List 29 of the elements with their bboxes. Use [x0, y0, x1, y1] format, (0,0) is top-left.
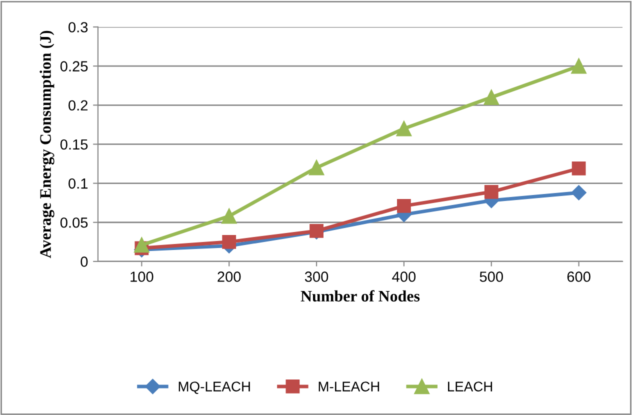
legend-label: MQ-LEACH	[178, 382, 250, 394]
point	[308, 160, 324, 176]
point	[572, 161, 586, 176]
point	[221, 208, 237, 224]
x-tick-label: 600	[567, 272, 590, 282]
point	[484, 90, 500, 105]
y-tick-label: 0.3	[68, 22, 88, 32]
y-tick-label: 0	[80, 256, 88, 267]
point	[396, 120, 412, 136]
point	[571, 58, 586, 74]
point	[222, 234, 236, 249]
x-tick-label: 200	[218, 272, 241, 282]
legend-label: LEACH	[448, 382, 492, 392]
y-tick-label: 0.05	[60, 217, 88, 228]
x-tick-label: 500	[480, 272, 503, 282]
x-tick-label: 400	[392, 272, 416, 282]
y-tick-label: 0.2	[68, 100, 88, 111]
legend-label: M-LEACH	[318, 382, 380, 392]
x-tick-label: 100	[130, 272, 154, 282]
point	[134, 237, 150, 253]
y-tick-label: 0.15	[60, 139, 88, 150]
y-tick-label: 0.25	[60, 61, 88, 72]
y-axis-title: Average Energy Consumption (J)	[40, 30, 54, 258]
point	[571, 185, 586, 200]
point	[484, 184, 498, 199]
point	[397, 199, 411, 213]
x-axis-title: Number of Nodes	[300, 290, 420, 302]
x-tick-label: 300	[304, 272, 328, 282]
y-tick-label: 0.1	[68, 178, 88, 189]
